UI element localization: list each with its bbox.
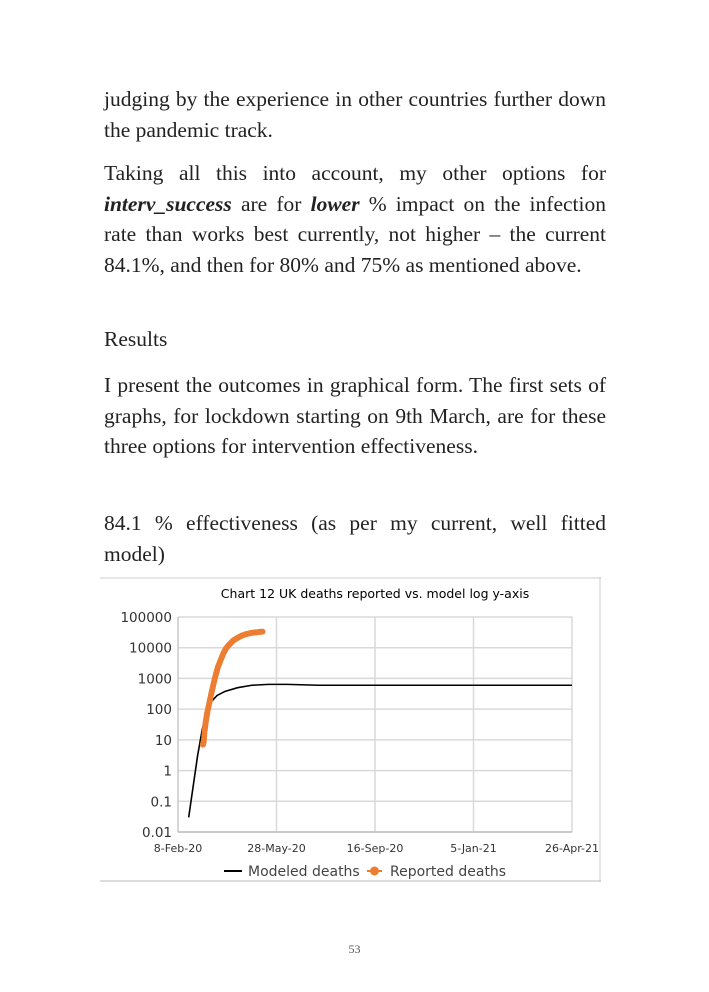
chart-title: Chart 12 UK deaths reported vs. model lo… xyxy=(221,586,529,601)
chart: Chart 12 UK deaths reported vs. model lo… xyxy=(100,577,601,882)
legend-marker-reported xyxy=(370,866,379,876)
paragraph-options: Taking all this into account, my other o… xyxy=(104,158,606,280)
emphasis-interv-success: interv_success xyxy=(104,191,232,216)
chart-svg: Chart 12 UK deaths reported vs. model lo… xyxy=(100,577,601,882)
legend: Modeled deaths Reported deaths xyxy=(224,864,506,880)
data-point-reported-deaths xyxy=(259,628,266,635)
x-tick-label: 28-May-20 xyxy=(247,842,305,855)
series-line-modeled-deaths xyxy=(187,683,572,818)
paragraph-continuation: judging by the experience in other count… xyxy=(104,84,606,145)
text: % impact on the infection rate than work… xyxy=(104,191,606,277)
page-number: 53 xyxy=(348,942,361,956)
y-tick-label: 1 xyxy=(163,764,172,780)
legend-label-reported: Reported deaths xyxy=(390,864,506,880)
x-tick-label: 26-Apr-21 xyxy=(545,842,599,855)
heading-results: Results xyxy=(104,327,168,351)
x-tick-label: 8-Feb-20 xyxy=(154,842,202,855)
legend-label-modeled: Modeled deaths xyxy=(248,864,360,880)
x-tick-label: 16-Sep-20 xyxy=(347,842,404,855)
text: Taking all this into account, my other o… xyxy=(104,161,606,185)
text: are for xyxy=(231,191,311,216)
y-tick-label: 0.01 xyxy=(142,825,172,841)
emphasis-lower: lower xyxy=(310,191,360,216)
y-tick-label: 10000 xyxy=(129,641,172,657)
text: judging by the experience in other count… xyxy=(104,87,606,142)
y-tick-label: 0.1 xyxy=(151,794,172,810)
y-tick-label: 100 xyxy=(146,702,172,718)
paragraph-outcomes: I present the outcomes in graphical form… xyxy=(104,373,606,458)
paragraph-effectiveness: 84.1 % effectiveness (as per my current,… xyxy=(104,511,606,566)
x-tick-label: 5-Jan-21 xyxy=(450,842,497,855)
y-tick-label: 100000 xyxy=(120,610,172,626)
y-tick-label: 1000 xyxy=(138,671,172,687)
y-tick-label: 10 xyxy=(155,733,172,749)
